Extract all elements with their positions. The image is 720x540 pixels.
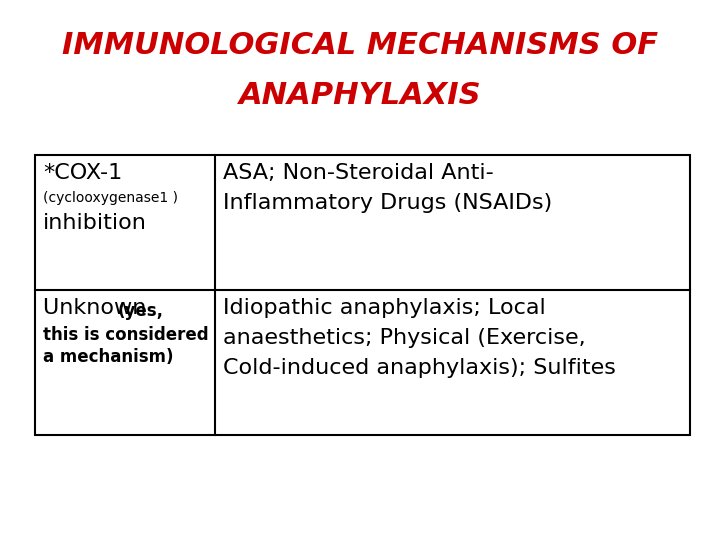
Text: (cyclooxygenase1 ): (cyclooxygenase1 ) [43,191,178,205]
Text: ASA; Non-Steroidal Anti-: ASA; Non-Steroidal Anti- [223,163,494,183]
Bar [35,155,690,435]
Text: Inflammatory Drugs (NSAIDs): Inflammatory Drugs (NSAIDs) [223,193,552,213]
Text: inhibition: inhibition [43,213,147,233]
Text: this is considered: this is considered [43,326,209,344]
Text: (yes,: (yes, [118,302,164,320]
Text: anaesthetics; Physical (Exercise,: anaesthetics; Physical (Exercise, [223,328,585,348]
Text: Cold-induced anaphylaxis); Sulfites: Cold-induced anaphylaxis); Sulfites [223,358,616,378]
Text: IMMUNOLOGICAL MECHANISMS OF: IMMUNOLOGICAL MECHANISMS OF [62,30,658,59]
Text: a mechanism): a mechanism) [43,348,174,366]
Text: ANAPHYLAXIS: ANAPHYLAXIS [239,80,481,110]
Text: *COX-1: *COX-1 [43,163,122,183]
Text: Idiopathic anaphylaxis; Local: Idiopathic anaphylaxis; Local [223,298,546,318]
Text: Unknown: Unknown [43,298,153,318]
